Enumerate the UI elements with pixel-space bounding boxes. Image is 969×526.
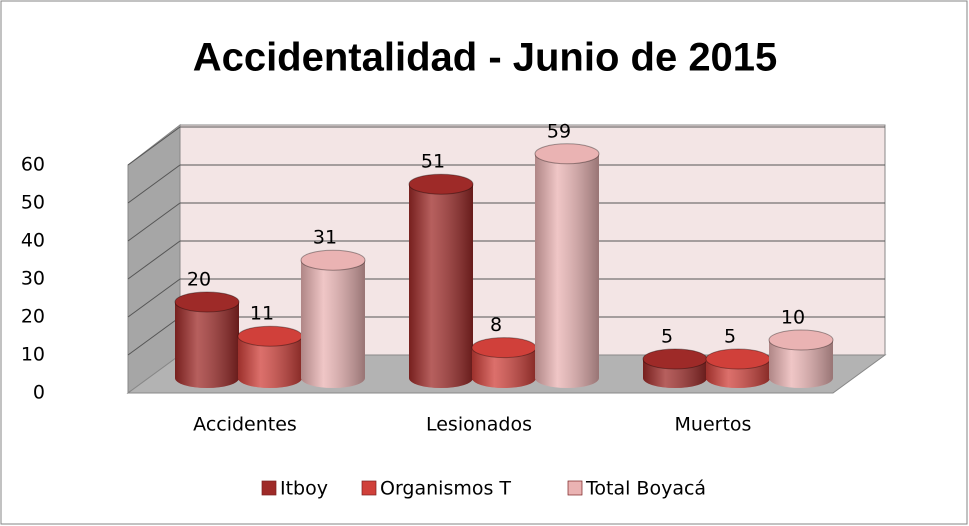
legend-label: Total Boyacá <box>585 478 706 500</box>
bar-top <box>174 291 240 313</box>
grid-line <box>127 202 181 242</box>
bar-shade <box>238 336 302 388</box>
grid-line <box>127 164 181 204</box>
bar-top <box>408 173 474 195</box>
y-tick-label: 30 <box>21 268 45 290</box>
data-label: 11 <box>250 303 274 325</box>
bar-top <box>642 348 708 370</box>
side-wall <box>127 123 181 394</box>
legend-swatch <box>567 480 583 496</box>
grid-line <box>127 278 181 318</box>
chart-title: Accidentalidad - Junio de 2015 <box>193 36 778 80</box>
data-label: 59 <box>547 120 571 142</box>
bar-top <box>471 337 537 359</box>
bar-top <box>237 325 303 347</box>
grid-line <box>127 126 181 166</box>
data-label: 10 <box>781 307 805 329</box>
grid-line <box>127 316 181 356</box>
legend-swatch <box>261 480 277 496</box>
data-label: 31 <box>313 227 337 249</box>
bar-shade <box>175 302 239 388</box>
data-label: 5 <box>724 326 736 348</box>
legend-label: Itboy <box>280 478 328 500</box>
bar-shade <box>769 340 833 388</box>
y-tick-label: 40 <box>21 230 45 252</box>
x-tick-label: Lesionados <box>426 414 532 436</box>
y-tick-label: 60 <box>21 154 45 176</box>
legend-swatch <box>361 480 377 496</box>
y-tick-label: 20 <box>21 306 45 328</box>
bar-top <box>300 249 366 271</box>
bar-top <box>705 348 771 370</box>
bar-shade <box>535 153 599 388</box>
bar-top <box>768 329 834 351</box>
bar-top <box>534 143 600 165</box>
y-tick-label: 50 <box>21 192 45 214</box>
bar-shade <box>409 184 473 388</box>
y-tick-label: 10 <box>21 344 45 366</box>
back-wall <box>179 124 886 356</box>
bar-shade <box>472 347 536 388</box>
data-label: 51 <box>421 151 445 173</box>
y-tick-label: 0 <box>33 382 45 404</box>
x-tick-label: Accidentes <box>193 414 297 436</box>
x-tick-label: Muertos <box>675 414 752 436</box>
data-label: 5 <box>661 326 673 348</box>
data-label: 20 <box>187 269 211 291</box>
legend-label: Organismos T <box>380 478 511 500</box>
data-label: 8 <box>490 314 502 336</box>
grid-line <box>127 240 181 280</box>
bar-shade <box>301 260 365 388</box>
